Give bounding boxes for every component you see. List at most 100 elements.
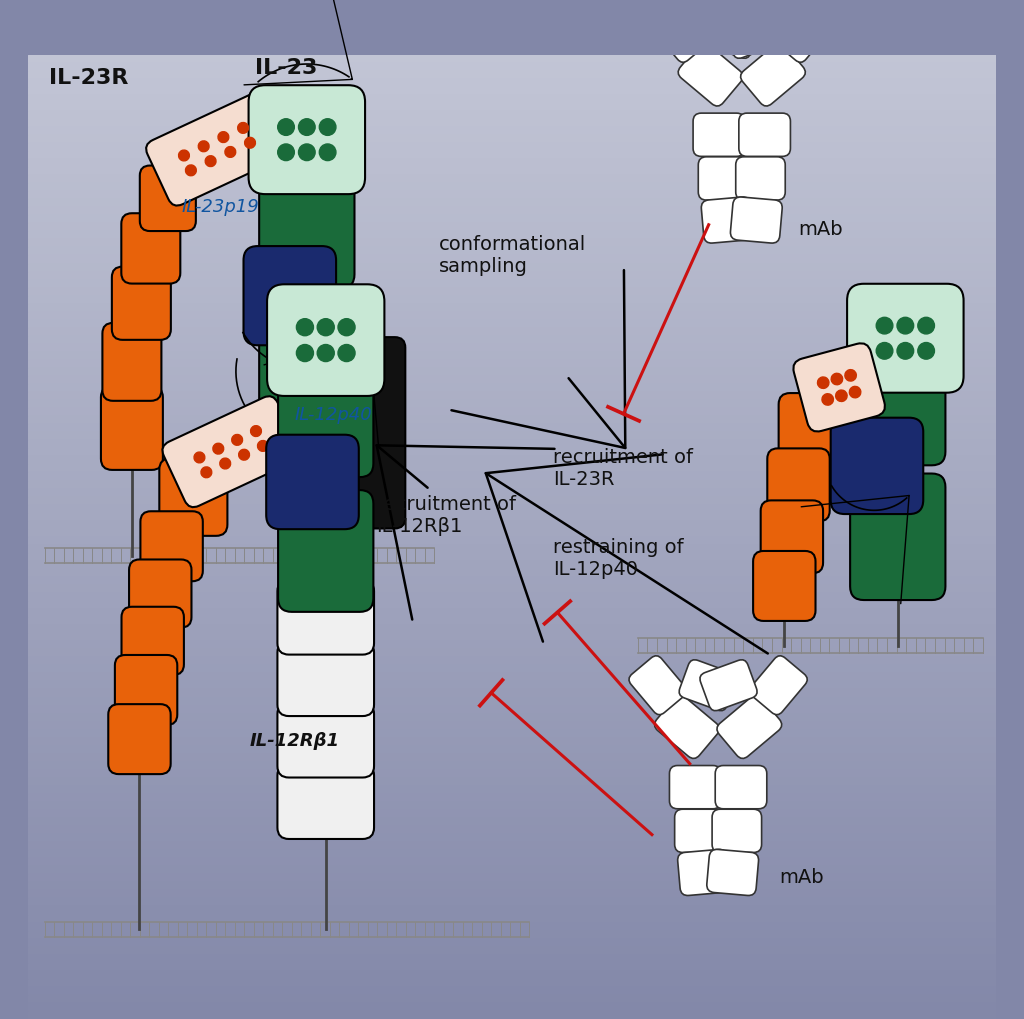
- Text: recruitment of
IL-12Rβ1: recruitment of IL-12Rβ1: [376, 495, 516, 536]
- Bar: [28, 899, 996, 907]
- Bar: [28, 417, 996, 425]
- Bar: [28, 545, 996, 553]
- Bar: [28, 874, 996, 882]
- Bar: [28, 730, 996, 738]
- FancyBboxPatch shape: [715, 765, 767, 809]
- Bar: [28, 690, 996, 698]
- Bar: [28, 650, 996, 657]
- FancyBboxPatch shape: [796, 346, 883, 430]
- Bar: [28, 593, 996, 601]
- Circle shape: [225, 148, 236, 158]
- Bar: [28, 665, 996, 674]
- FancyBboxPatch shape: [717, 696, 781, 759]
- Bar: [28, 280, 996, 288]
- Circle shape: [877, 318, 893, 334]
- Bar: [28, 986, 996, 995]
- Bar: [28, 851, 996, 858]
- FancyBboxPatch shape: [267, 285, 384, 396]
- Bar: [28, 882, 996, 891]
- Bar: [28, 449, 996, 457]
- Bar: [28, 313, 996, 321]
- Bar: [28, 955, 996, 963]
- FancyBboxPatch shape: [735, 158, 785, 201]
- Bar: [28, 79, 996, 88]
- Text: recruitment of
IL-23R: recruitment of IL-23R: [553, 447, 692, 488]
- Bar: [28, 409, 996, 417]
- Circle shape: [238, 123, 249, 135]
- Bar: [28, 127, 996, 136]
- FancyBboxPatch shape: [278, 764, 374, 840]
- Bar: [28, 626, 996, 634]
- Bar: [28, 826, 996, 835]
- Bar: [28, 963, 996, 971]
- Bar: [28, 618, 996, 626]
- Bar: [28, 514, 996, 521]
- Bar: [28, 521, 996, 529]
- FancyBboxPatch shape: [259, 309, 354, 435]
- Bar: [28, 930, 996, 938]
- FancyBboxPatch shape: [278, 642, 374, 716]
- FancyBboxPatch shape: [707, 850, 759, 896]
- Bar: [28, 272, 996, 280]
- Circle shape: [817, 378, 828, 389]
- Text: IL-12p40: IL-12p40: [295, 406, 373, 423]
- Bar: [28, 674, 996, 682]
- Bar: [28, 858, 996, 866]
- Bar: [28, 160, 996, 168]
- FancyBboxPatch shape: [761, 501, 823, 574]
- Bar: [28, 561, 996, 570]
- FancyBboxPatch shape: [701, 198, 753, 244]
- Bar: [28, 642, 996, 650]
- Circle shape: [178, 151, 189, 162]
- Bar: [28, 481, 996, 489]
- FancyBboxPatch shape: [830, 418, 924, 515]
- Bar: [28, 529, 996, 537]
- Circle shape: [185, 166, 197, 176]
- FancyBboxPatch shape: [109, 704, 171, 774]
- Bar: [28, 264, 996, 272]
- Bar: [28, 489, 996, 497]
- Bar: [28, 63, 996, 71]
- Bar: [28, 400, 996, 409]
- FancyBboxPatch shape: [700, 660, 757, 711]
- Bar: [28, 305, 996, 313]
- FancyBboxPatch shape: [850, 474, 945, 600]
- Bar: [28, 537, 996, 545]
- FancyBboxPatch shape: [629, 656, 687, 715]
- Bar: [28, 168, 996, 176]
- Bar: [28, 425, 996, 433]
- Bar: [28, 200, 996, 208]
- FancyBboxPatch shape: [847, 284, 964, 393]
- FancyBboxPatch shape: [739, 114, 791, 157]
- FancyBboxPatch shape: [753, 551, 815, 622]
- Bar: [28, 922, 996, 930]
- Circle shape: [278, 119, 294, 137]
- Circle shape: [299, 145, 315, 161]
- Bar: [28, 336, 996, 344]
- Bar: [28, 184, 996, 192]
- Circle shape: [877, 343, 893, 360]
- Text: conformational
sampling: conformational sampling: [439, 235, 587, 276]
- Circle shape: [831, 374, 843, 385]
- Circle shape: [822, 394, 834, 406]
- Text: IL-12Rβ1: IL-12Rβ1: [250, 731, 340, 749]
- FancyBboxPatch shape: [140, 166, 196, 231]
- Circle shape: [319, 145, 336, 161]
- Bar: [28, 706, 996, 714]
- Bar: [28, 232, 996, 240]
- Circle shape: [201, 468, 212, 478]
- FancyBboxPatch shape: [326, 338, 406, 529]
- FancyBboxPatch shape: [129, 559, 191, 628]
- Bar: [28, 770, 996, 779]
- Circle shape: [245, 139, 255, 149]
- Circle shape: [836, 390, 847, 403]
- Circle shape: [317, 345, 334, 362]
- Bar: [28, 377, 996, 385]
- Circle shape: [296, 345, 313, 362]
- Bar: [28, 328, 996, 336]
- FancyBboxPatch shape: [678, 44, 743, 107]
- Text: IL-23R: IL-23R: [49, 68, 128, 88]
- Bar: [28, 385, 996, 392]
- Bar: [28, 714, 996, 721]
- FancyBboxPatch shape: [146, 94, 288, 207]
